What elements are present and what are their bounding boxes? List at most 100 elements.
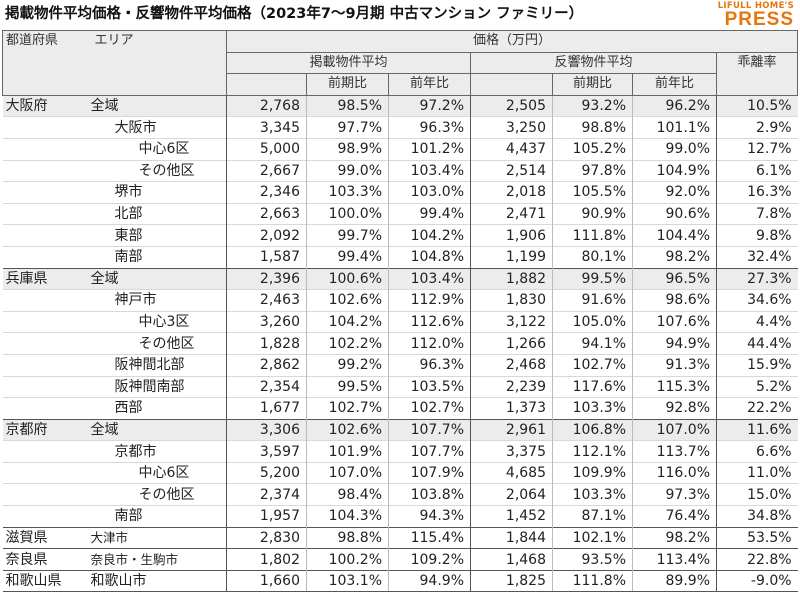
cell-listed-price: 5,200 (226, 461, 307, 484)
header-listed: 掲載物件平均 (226, 51, 471, 75)
cell-inquired-qoq: 111.8% (552, 224, 633, 247)
cell-inquired-qoq: 93.2% (552, 94, 633, 117)
cell-prefecture (2, 224, 91, 247)
cell-inquired-price: 4,685 (470, 461, 553, 484)
cell-inquired-qoq: 109.9% (552, 461, 633, 484)
cell-listed-qoq: 102.6% (306, 418, 389, 441)
cell-gap: 53.5% (715, 526, 798, 549)
cell-listed-qoq: 99.4% (306, 245, 389, 269)
cell-inquired-qoq: 105.0% (552, 310, 633, 333)
cell-listed-price: 1,587 (226, 245, 307, 269)
cell-listed-price: 2,396 (226, 267, 307, 290)
cell-inquired-price: 4,437 (470, 137, 553, 161)
cell-inquired-yoy: 90.6% (632, 202, 717, 225)
cell-inquired-yoy: 92.0% (632, 181, 717, 204)
cell-inquired-price: 1,266 (470, 332, 553, 355)
cell-inquired-yoy: 104.4% (632, 224, 717, 247)
table-row: 南部 1,587 99.4% 104.8% 1,199 80.1% 98.2% 32.4% (2, 245, 798, 269)
table-row: 北部 2,663 100.0% 99.4% 2,471 90.9% 90.6% 7.8% (2, 202, 798, 225)
cell-listed-yoy: 103.4% (388, 267, 471, 290)
cell-listed-qoq: 107.0% (306, 461, 389, 484)
cell-listed-price: 2,768 (226, 94, 307, 117)
cell-listed-price: 1,660 (226, 569, 307, 593)
table-row: 和歌山県 和歌山市 1,660 103.1% 94.9% 1,825 111.8% 89.9%… (2, 569, 798, 593)
cell-prefecture (2, 375, 91, 398)
cell-inquired-yoy: 98.2% (632, 245, 717, 269)
cell-listed-qoq: 103.3% (306, 181, 389, 204)
cell-listed-qoq: 104.3% (306, 505, 389, 528)
cell-gap: 15.0% (715, 483, 798, 506)
cell-area: 東部 (90, 224, 227, 247)
cell-inquired-yoy: 115.3% (632, 375, 717, 398)
cell-inquired-price: 1,199 (470, 245, 553, 269)
cell-inquired-price: 1,906 (470, 224, 553, 247)
cell-inquired-yoy: 91.3% (632, 353, 717, 376)
cell-gap: 15.9% (715, 353, 798, 376)
cell-listed-price: 3,260 (226, 310, 307, 333)
cell-inquired-qoq: 98.8% (552, 116, 633, 139)
cell-listed-price: 2,374 (226, 483, 307, 506)
cell-inquired-qoq: 80.1% (552, 245, 633, 269)
cell-listed-yoy: 107.7% (388, 440, 471, 463)
cell-prefecture (2, 397, 91, 420)
cell-prefecture: 兵庫県 (2, 267, 91, 290)
cell-inquired-qoq: 102.1% (552, 526, 633, 549)
table-row: 堺市 2,346 103.3% 103.0% 2,018 105.5% 92.0% 16.3% (2, 181, 798, 204)
cell-listed-yoy: 103.5% (388, 375, 471, 398)
cell-area: 全域 (90, 418, 227, 441)
cell-gap: 5.2% (715, 375, 798, 398)
cell-gap: 6.1% (715, 159, 798, 182)
table-row: 南部 1,957 104.3% 94.3% 1,452 87.1% 76.4% 34.8% (2, 505, 798, 528)
cell-area: 阪神間南部 (90, 375, 227, 398)
cell-inquired-yoy: 116.0% (632, 461, 717, 484)
cell-listed-price: 2,667 (226, 159, 307, 182)
cell-area: 和歌山市 (90, 569, 227, 593)
table-row: 中心3区 3,260 104.2% 112.6% 3,122 105.0% 107.6% 4.… (2, 310, 798, 333)
cell-listed-yoy: 109.2% (388, 548, 471, 571)
cell-gap: 2.9% (715, 116, 798, 139)
cell-listed-yoy: 101.2% (388, 137, 471, 161)
table-row: 大阪府 全域 2,768 98.5% 97.2% 2,505 93.2% 96.2% 10.5% (2, 94, 798, 117)
cell-listed-yoy: 112.0% (388, 332, 471, 355)
table-row: 中心6区 5,200 107.0% 107.9% 4,685 109.9% 116.0% 11… (2, 461, 798, 484)
cell-gap: 44.4% (715, 332, 798, 355)
cell-listed-price: 2,463 (226, 289, 307, 312)
cell-inquired-yoy: 92.8% (632, 397, 717, 420)
header-listed-value (226, 73, 307, 96)
cell-inquired-qoq: 105.2% (552, 137, 633, 161)
cell-area: 西部 (90, 397, 227, 420)
cell-inquired-yoy: 98.6% (632, 289, 717, 312)
cell-inquired-price: 1,882 (470, 267, 553, 290)
cell-inquired-yoy: 113.4% (632, 548, 717, 571)
cell-prefecture (2, 159, 91, 182)
table-row: その他区 2,374 98.4% 103.8% 2,064 103.3% 97.3% 15.0… (2, 483, 798, 506)
cell-listed-price: 3,597 (226, 440, 307, 463)
cell-listed-yoy: 97.2% (388, 94, 471, 117)
cell-listed-price: 1,957 (226, 505, 307, 528)
page-title: 掲載物件平均価格・反響物件平均価格（2023年7～9月期 中古マンション ファミ… (5, 6, 584, 22)
cell-inquired-yoy: 89.9% (632, 569, 717, 593)
cell-listed-qoq: 101.9% (306, 440, 389, 463)
table-row: 大阪市 3,345 97.7% 96.3% 3,250 98.8% 101.1% 2.9% (2, 116, 798, 139)
cell-gap: 34.8% (715, 505, 798, 528)
cell-gap: 7.8% (715, 202, 798, 225)
cell-inquired-yoy: 107.6% (632, 310, 717, 333)
cell-listed-qoq: 103.1% (306, 569, 389, 593)
cell-prefecture: 奈良県 (2, 548, 91, 571)
cell-listed-yoy: 96.3% (388, 116, 471, 139)
cell-listed-yoy: 94.3% (388, 505, 471, 528)
header-listed-yoy: 前年比 (388, 73, 471, 96)
cell-listed-qoq: 99.0% (306, 159, 389, 182)
header-inquired-qoq: 前期比 (552, 73, 633, 96)
cell-inquired-price: 3,250 (470, 116, 553, 139)
cell-area: その他区 (90, 483, 227, 506)
cell-inquired-yoy: 96.2% (632, 94, 717, 117)
cell-inquired-yoy: 94.9% (632, 332, 717, 355)
cell-inquired-qoq: 93.5% (552, 548, 633, 571)
cell-prefecture: 滋賀県 (2, 526, 91, 549)
cell-inquired-qoq: 94.1% (552, 332, 633, 355)
table-row: 京都府 全域 3,306 102.6% 107.7% 2,961 106.8% 107.0% 1… (2, 418, 798, 441)
cell-area: 南部 (90, 245, 227, 269)
cell-prefecture (2, 332, 91, 355)
brand-logo: LIFULL HOME'S PRESS (674, 1, 794, 29)
